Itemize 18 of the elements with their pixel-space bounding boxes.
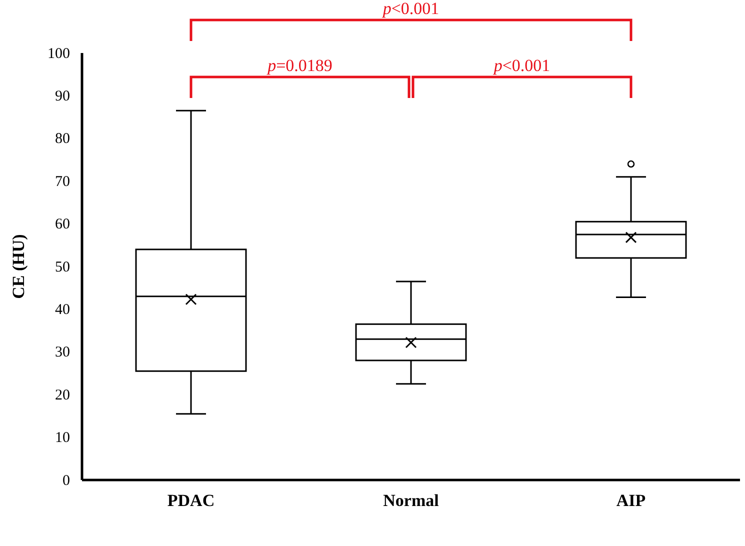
annotation: p=0.0189 [266, 56, 332, 75]
x-tick-label: AIP [616, 491, 646, 510]
y-tick-label: 20 [55, 387, 70, 404]
y-tick-label: 30 [55, 344, 70, 361]
y-axis-title: CE (HU) [9, 234, 28, 299]
x-tick-label: Normal [383, 491, 440, 510]
y-tick-label: 80 [55, 131, 70, 148]
y-tick-label: 50 [55, 259, 70, 276]
y-tick-label: 100 [48, 46, 70, 62]
text: p<0.001 [382, 0, 440, 18]
y-tick-label: 0 [62, 472, 70, 489]
y-tick-label: 40 [55, 302, 70, 318]
y-tick-label: 70 [55, 174, 70, 190]
x-tick-label: PDAC [167, 491, 215, 510]
y-tick-label: 90 [55, 88, 70, 104]
annotation: p<0.001 [492, 56, 550, 75]
y-tick-label: 60 [55, 216, 70, 233]
y-tick-label: 10 [55, 430, 70, 446]
